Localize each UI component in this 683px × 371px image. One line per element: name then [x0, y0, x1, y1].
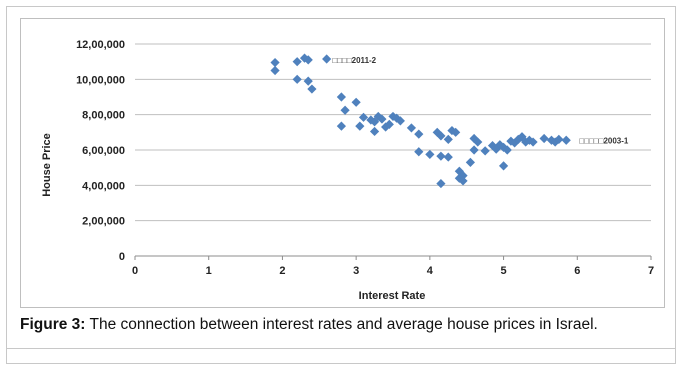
data-point — [480, 146, 490, 156]
data-point — [502, 145, 512, 155]
data-point — [406, 123, 417, 133]
annotations: □□□□2011-2 □□□□□2003-1 — [332, 56, 629, 145]
data-point — [454, 166, 464, 176]
figure-caption: Figure 3: The connection between interes… — [20, 314, 668, 336]
data-point — [358, 112, 369, 122]
data-point — [436, 131, 446, 141]
data-point — [270, 57, 280, 68]
x-axis-label: Interest Rate — [359, 290, 426, 302]
data-point — [495, 140, 505, 150]
data-point — [498, 161, 509, 171]
data-point — [521, 137, 531, 147]
data-point — [369, 126, 380, 137]
x-tick-label: 0 — [132, 265, 138, 277]
data-point — [299, 53, 310, 63]
grid-lines — [135, 43, 651, 222]
data-point — [366, 115, 376, 125]
data-point — [270, 65, 280, 76]
y-tick-label: 0 — [119, 251, 125, 263]
data-point — [369, 117, 380, 127]
y-tick-label: 10,00,000 — [76, 74, 125, 86]
data-point — [377, 114, 387, 124]
data-point — [473, 137, 483, 147]
x-tick-labels: 0 1 2 3 4 5 6 7 — [132, 265, 654, 277]
data-point — [524, 135, 534, 145]
data-point — [443, 152, 453, 162]
axes — [134, 255, 652, 260]
data-point — [443, 134, 453, 144]
data-point — [513, 134, 523, 144]
caption-label: Figure 3: — [20, 316, 86, 333]
chart-container: 0 2,00,000 4,00,000 6,00,000 8,00,000 10,00,0… — [20, 18, 665, 308]
data-points — [270, 53, 571, 189]
data-point — [425, 149, 435, 160]
x-tick-label: 1 — [206, 265, 212, 277]
data-point — [303, 55, 313, 65]
data-point — [465, 157, 475, 167]
data-point — [303, 76, 313, 86]
annotation-label: □□□□□2003-1 — [579, 136, 629, 145]
data-point — [355, 121, 365, 131]
x-tick-label: 2 — [279, 265, 285, 277]
y-tick-labels: 0 2,00,000 4,00,000 6,00,000 8,00,000 10,00,0… — [76, 39, 125, 263]
data-point — [340, 105, 350, 115]
data-point — [307, 84, 317, 94]
data-point — [292, 57, 302, 67]
annotation-label: □□□□2011-2 — [332, 56, 376, 65]
data-point — [395, 116, 405, 126]
data-point — [458, 176, 468, 186]
x-tick-label: 7 — [648, 265, 654, 277]
data-point — [351, 97, 361, 107]
data-point — [436, 151, 446, 161]
caption-text: The connection between interest rates an… — [85, 316, 598, 333]
data-point — [454, 173, 464, 183]
data-point — [436, 178, 446, 189]
data-point — [491, 144, 501, 154]
y-tick-label: 2,00,000 — [82, 216, 125, 228]
data-point — [528, 137, 538, 147]
data-point — [469, 145, 479, 155]
data-point — [414, 129, 424, 139]
scatter-chart: 0 2,00,000 4,00,000 6,00,000 8,00,000 10,00,0… — [41, 39, 654, 302]
x-tick-label: 4 — [427, 265, 434, 277]
data-point — [539, 133, 549, 144]
y-axis-label: House Price — [41, 133, 53, 197]
data-point — [554, 134, 564, 144]
data-point — [384, 119, 394, 129]
y-tick-label: 4,00,000 — [82, 180, 125, 192]
y-tick-label: 8,00,000 — [82, 110, 125, 122]
data-point — [510, 138, 520, 148]
data-point — [561, 135, 571, 145]
data-point — [322, 54, 332, 64]
y-tick-label: 12,00,000 — [76, 39, 125, 51]
figure-frame — [6, 6, 676, 364]
data-point — [392, 113, 402, 123]
x-tick-label: 5 — [501, 265, 507, 277]
data-point — [292, 74, 302, 84]
x-tick-label: 6 — [574, 265, 580, 277]
y-tick-label: 6,00,000 — [82, 145, 125, 157]
caption-divider — [6, 348, 676, 349]
data-point — [336, 121, 346, 131]
data-point — [451, 127, 461, 137]
x-tick-label: 3 — [353, 265, 359, 277]
data-point — [336, 92, 346, 102]
data-point — [381, 122, 391, 132]
data-point — [414, 147, 424, 157]
